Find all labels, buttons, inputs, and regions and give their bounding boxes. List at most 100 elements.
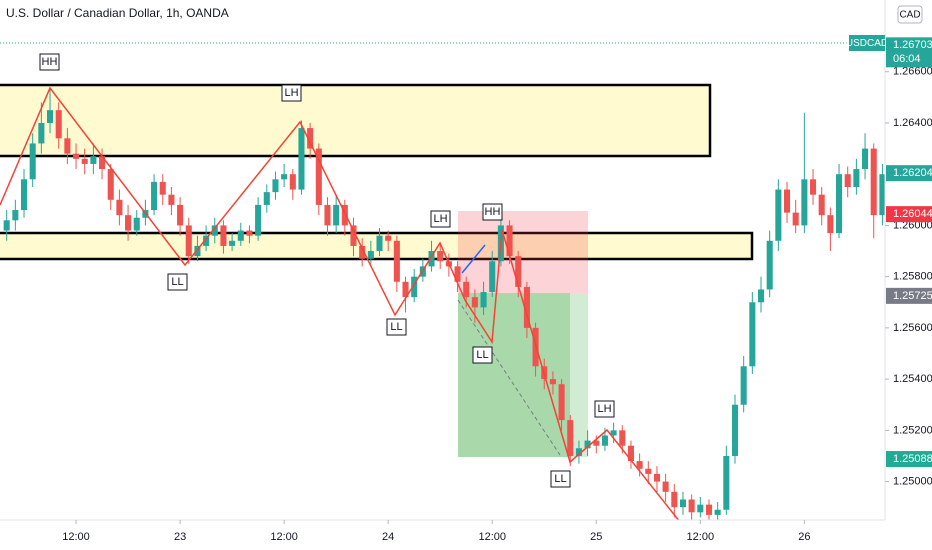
price-badge <box>886 37 932 68</box>
x-tick-label: 12:00 <box>270 531 298 543</box>
pivot-box <box>386 318 407 336</box>
candle-body <box>731 404 739 456</box>
candle-body <box>810 179 817 195</box>
price-badge <box>886 287 932 304</box>
candle-body <box>185 225 192 257</box>
stop-area <box>458 211 588 293</box>
y-tick-label: 1.25600 <box>893 322 932 334</box>
candle-body <box>610 430 617 436</box>
candle-body <box>766 240 773 290</box>
candle-body <box>116 199 123 216</box>
candle-body <box>3 220 10 231</box>
candle-body <box>549 379 556 385</box>
candle-body <box>263 192 270 205</box>
x-tick-label: 25 <box>590 531 602 543</box>
candle-body <box>697 504 704 513</box>
price-badge-label: 1.26044 <box>893 208 932 220</box>
candle-body <box>862 148 869 170</box>
target-area <box>458 293 588 457</box>
position-path <box>457 299 561 456</box>
candle-body <box>506 225 513 257</box>
candle-body <box>836 174 843 234</box>
candle-body <box>627 445 634 462</box>
candle-body <box>246 230 253 236</box>
candle-body <box>757 289 765 303</box>
time-axis <box>0 520 885 550</box>
supply-zone <box>0 83 712 158</box>
candle-body <box>220 225 227 246</box>
candle-body <box>411 276 418 298</box>
candle-body <box>99 156 106 170</box>
pivot-label: HH <box>42 56 58 68</box>
candle-body <box>255 204 262 236</box>
candle-body <box>341 204 348 226</box>
symbol-badge <box>849 35 885 51</box>
candle-body <box>350 225 357 246</box>
candle-body <box>714 509 721 515</box>
candle-body <box>289 174 296 190</box>
candle-body <box>298 128 305 190</box>
candle-body <box>38 122 45 144</box>
candle-body <box>281 174 288 180</box>
candle-body <box>211 225 218 236</box>
candle-body <box>879 174 886 216</box>
candle-body <box>376 235 383 252</box>
pivot-label: LL <box>476 349 488 361</box>
price-badge <box>886 451 932 468</box>
currency[interactable]: CAD <box>899 10 920 21</box>
pivot-labels: HH LH LL LL LH HH LL LL LH <box>39 53 615 488</box>
pivot-box <box>482 203 503 221</box>
pivot-box <box>550 470 571 488</box>
candle-body <box>64 138 71 154</box>
pivot-box <box>594 400 615 418</box>
candle-body <box>194 245 201 257</box>
candle-body <box>151 181 158 211</box>
candle-body <box>480 292 487 308</box>
candle-body <box>237 230 244 241</box>
currency-button[interactable] <box>897 5 923 24</box>
candle-body <box>168 194 175 205</box>
pivot-box <box>430 210 451 228</box>
candle-body <box>90 156 97 164</box>
y-tick-label: 1.25000 <box>893 475 932 487</box>
candle-body <box>723 455 730 510</box>
candle-body <box>229 240 236 246</box>
candle-body <box>81 158 88 164</box>
y-tick-label: 1.26400 <box>893 117 932 129</box>
x-tick-label: 24 <box>382 531 394 543</box>
zigzag <box>0 86 681 523</box>
pivot-label: LH <box>433 213 447 225</box>
candle-body <box>827 215 834 234</box>
candle-body <box>619 430 626 446</box>
pivot-label: LL <box>554 473 566 485</box>
pivot-label: LH <box>284 87 298 99</box>
candle-body <box>73 153 80 159</box>
y-tick-label: 1.25400 <box>893 373 932 385</box>
pivot-box <box>39 53 60 71</box>
x-tick-label: 26 <box>798 531 810 543</box>
candle-body <box>367 251 374 259</box>
pivot-label: HH <box>485 206 501 218</box>
candle-body <box>584 440 591 449</box>
price-badge-label: 1.26703 <box>893 39 932 51</box>
countdown: 06:04 <box>893 53 921 65</box>
y-tick-label: 1.26600 <box>893 66 932 78</box>
price-badge <box>886 206 932 223</box>
candle-body <box>385 235 392 241</box>
candle-body <box>489 261 496 293</box>
candle-body <box>783 189 791 213</box>
candle-body <box>107 169 114 200</box>
demand-zone <box>0 231 754 261</box>
candle-body <box>159 181 166 195</box>
pivot-label: LL <box>390 321 402 333</box>
candle-body <box>818 194 825 216</box>
price-badge-label: 1.26204 <box>893 167 932 179</box>
candle-body <box>133 217 140 231</box>
candle-body <box>567 420 574 456</box>
pivot-label: LL <box>171 276 183 288</box>
candle-body <box>801 179 808 226</box>
candle-body <box>636 461 643 469</box>
x-tick-label: 23 <box>174 531 186 543</box>
candle-body <box>740 366 747 405</box>
candle-body <box>558 384 565 421</box>
